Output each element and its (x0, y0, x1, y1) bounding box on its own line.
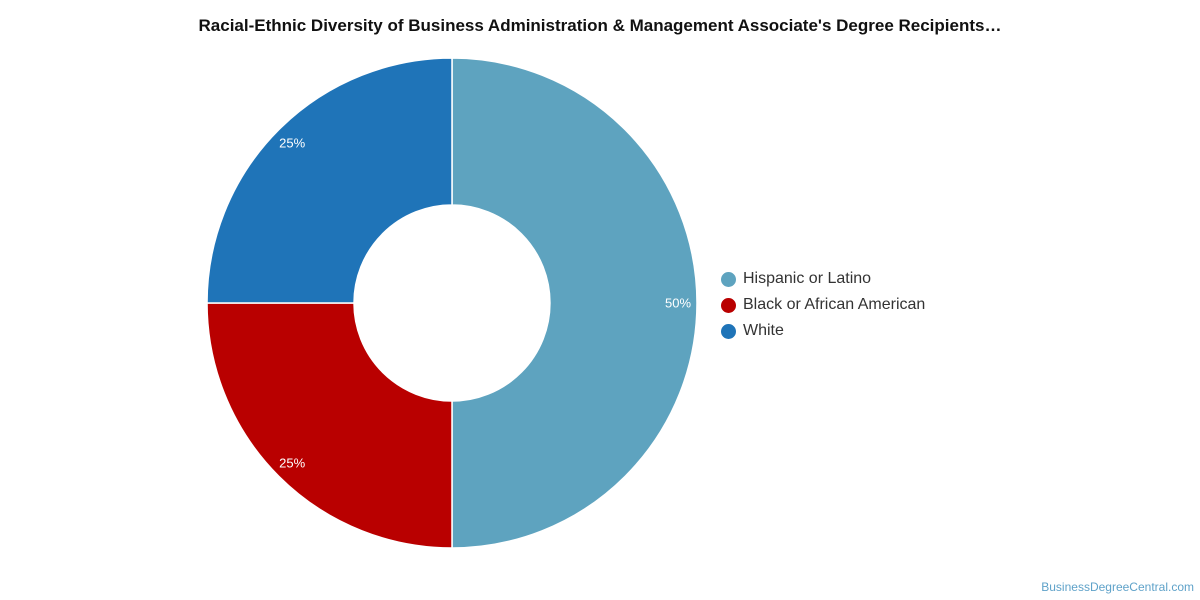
legend: Hispanic or Latino Black or African Ameri… (721, 266, 925, 344)
source-credit[interactable]: BusinessDegreeCentral.com (1041, 580, 1194, 594)
donut-slice-2[interactable] (206, 57, 453, 304)
legend-item-0[interactable]: Hispanic or Latino (721, 266, 925, 292)
chart-title: Racial-Ethnic Diversity of Business Admi… (198, 16, 1002, 35)
legend-swatch-icon (721, 271, 736, 287)
slice-value-label-2: 25% (279, 136, 305, 151)
legend-swatch-icon (721, 297, 736, 313)
legend-label: White (743, 322, 784, 339)
legend-label: Black or African American (743, 296, 926, 313)
donut-slice-0[interactable] (451, 57, 698, 549)
legend-item-1[interactable]: Black or African American (721, 292, 925, 318)
slice-value-label-0: 50% (665, 296, 691, 311)
slice-value-label-1: 25% (279, 455, 305, 470)
legend-item-2[interactable]: White (721, 318, 925, 344)
legend-swatch-icon (721, 323, 736, 339)
legend-label: Hispanic or Latino (743, 270, 872, 287)
donut-slice-1[interactable] (206, 302, 453, 549)
